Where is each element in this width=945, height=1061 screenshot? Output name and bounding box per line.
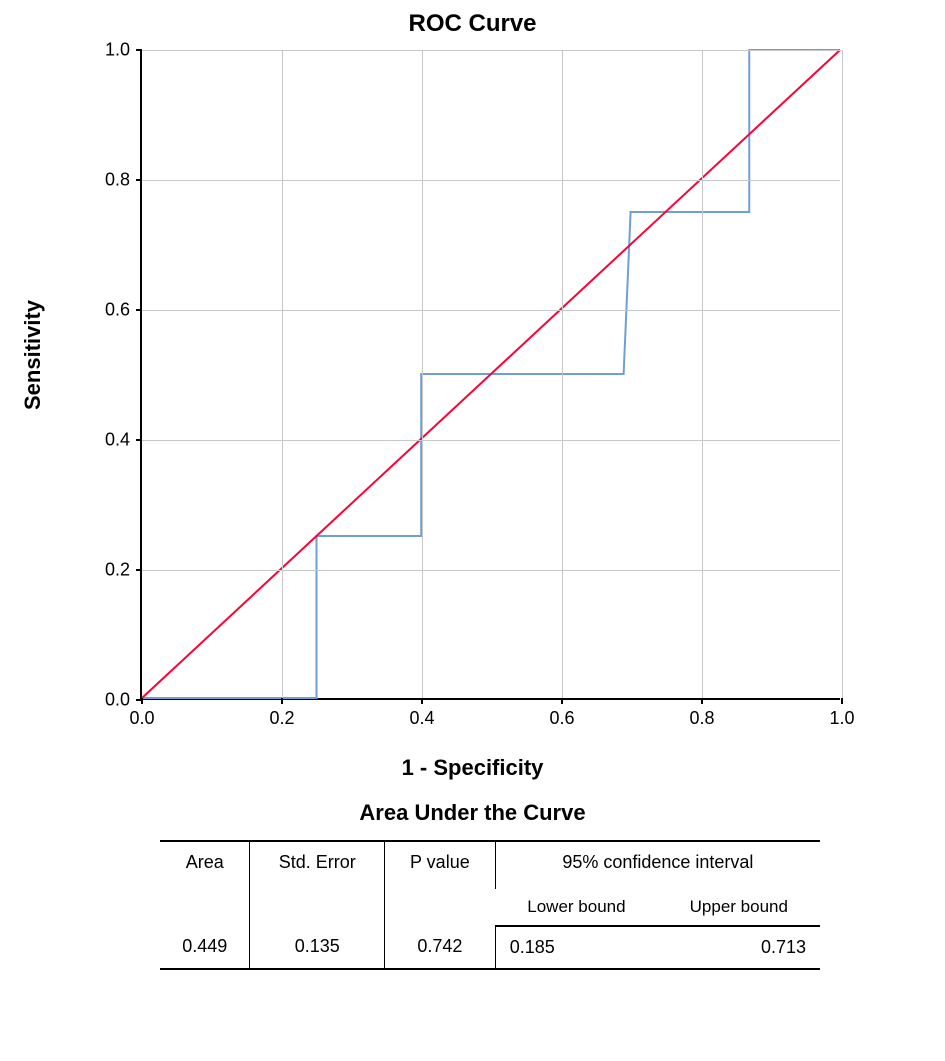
x-tick-label: 0.2 [269,698,294,729]
y-tick-label: 0.0 [105,690,142,711]
cell-pvalue: 0.742 [384,926,495,969]
auc-table-head: Area Std. Error P value 95% confidence i… [160,841,820,926]
cell-stderr: 0.135 [250,926,385,969]
cell-area: 0.449 [160,926,250,969]
x-axis-label: 1 - Specificity [0,755,945,781]
gridline-horizontal [142,50,840,51]
col-ci-upper: Upper bound [658,889,820,926]
col-area: Area [160,841,250,926]
col-stderr: Std. Error [250,841,385,926]
y-axis-label: Sensitivity [20,300,46,410]
y-tick-label: 1.0 [105,40,142,61]
gridline-vertical [562,50,563,698]
col-ci: 95% confidence interval [495,841,820,889]
col-pvalue: P value [384,841,495,926]
page: ROC Curve Sensitivity 0.00.20.40.60.81.0… [0,0,945,1061]
y-tick-label: 0.8 [105,170,142,191]
col-ci-lower: Lower bound [495,889,657,926]
gridline-vertical [282,50,283,698]
gridline-horizontal [142,570,840,571]
gridline-horizontal [142,180,840,181]
y-tick-label: 0.4 [105,430,142,451]
gridline-horizontal [142,440,840,441]
auc-table: Area Std. Error P value 95% confidence i… [160,840,820,970]
gridline-vertical [702,50,703,698]
reference-diagonal-line [142,50,840,698]
x-tick-label: 0.8 [689,698,714,729]
cell-ci-lower: 0.185 [495,926,657,969]
x-tick-label: 1.0 [829,698,854,729]
roc-plot-svg [142,50,840,698]
cell-ci-upper: 0.713 [658,926,820,969]
table-row: 0.449 0.135 0.742 0.185 0.713 [160,926,820,969]
x-tick-label: 0.4 [409,698,434,729]
roc-plot-area: 0.00.20.40.60.81.00.00.20.40.60.81.0 [140,50,840,700]
x-tick-label: 0.6 [549,698,574,729]
y-tick-label: 0.6 [105,300,142,321]
y-tick-label: 0.2 [105,560,142,581]
chart-title: ROC Curve [0,10,945,38]
gridline-vertical [842,50,843,698]
gridline-horizontal [142,310,840,311]
gridline-vertical [422,50,423,698]
auc-table-body: 0.449 0.135 0.742 0.185 0.713 [160,926,820,969]
auc-table-header-row-1: Area Std. Error P value 95% confidence i… [160,841,820,889]
auc-table-title: Area Under the Curve [0,800,945,826]
